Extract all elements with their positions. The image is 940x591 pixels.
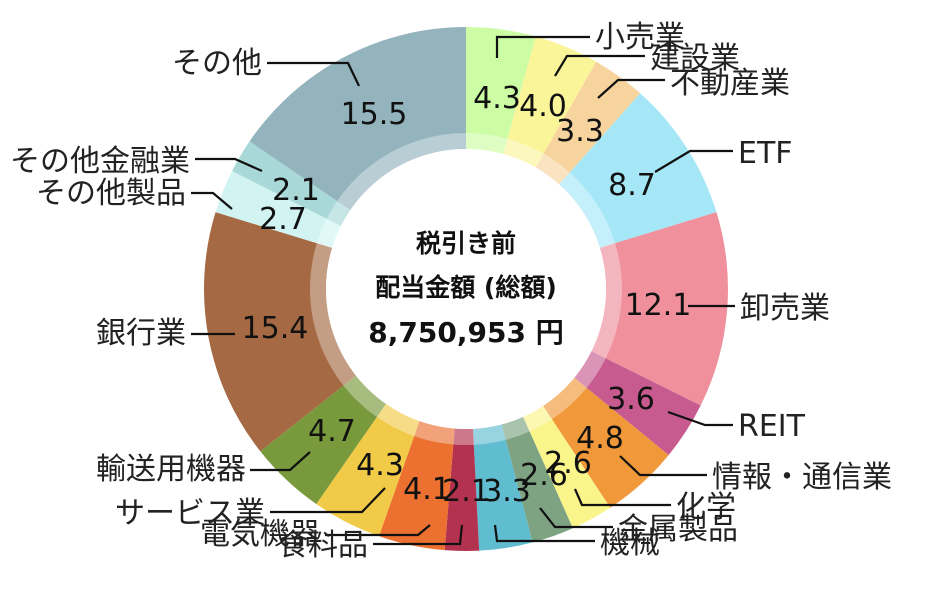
leader-line-13 bbox=[250, 451, 311, 472]
value-label-13: 4.7 bbox=[308, 414, 356, 449]
value-label-9: 3.3 bbox=[483, 474, 531, 509]
slice-1 bbox=[503, 36, 597, 168]
value-labels: 4.34.03.38.712.13.64.82.62.63.32.14.14.3… bbox=[242, 81, 692, 509]
value-label-16: 2.1 bbox=[272, 173, 320, 208]
center-total-amount: 8,750,953 円 bbox=[368, 316, 563, 349]
category-label-9: 機械 bbox=[600, 526, 660, 561]
leader-line-5 bbox=[667, 410, 733, 427]
category-label-17: その他 bbox=[172, 46, 262, 81]
leader-line-10 bbox=[373, 524, 464, 546]
leader-lines bbox=[191, 35, 735, 546]
slice-3 bbox=[559, 93, 717, 248]
slice-10 bbox=[444, 428, 480, 551]
slice-2 bbox=[535, 61, 641, 185]
slice-0 bbox=[466, 27, 536, 155]
value-label-6: 4.8 bbox=[576, 421, 624, 456]
leader-line-7 bbox=[573, 488, 671, 507]
category-label-4: 卸売業 bbox=[740, 291, 830, 326]
leader-line-3 bbox=[654, 149, 733, 173]
value-label-2: 3.3 bbox=[556, 114, 604, 149]
category-label-3: ETF bbox=[738, 136, 793, 171]
value-label-5: 3.6 bbox=[607, 382, 655, 417]
leader-line-12 bbox=[270, 487, 386, 514]
category-label-5: REIT bbox=[738, 409, 806, 444]
category-label-7: 化学 bbox=[676, 490, 736, 525]
slice-7 bbox=[523, 405, 611, 529]
value-label-7: 2.6 bbox=[544, 446, 592, 481]
slice-14 bbox=[204, 212, 357, 452]
slice-5 bbox=[574, 351, 701, 456]
slice-17 bbox=[249, 27, 466, 211]
center-title-line1: 税引き前 bbox=[416, 229, 516, 258]
category-label-6: 情報・通信業 bbox=[712, 460, 892, 495]
value-label-11: 4.1 bbox=[403, 472, 451, 507]
slice-15 bbox=[215, 171, 342, 248]
category-label-0: 小売業 bbox=[595, 20, 685, 55]
leader-line-9 bbox=[493, 524, 595, 543]
value-label-0: 4.3 bbox=[473, 81, 521, 116]
category-label-13: 輸送用機器 bbox=[96, 452, 246, 487]
leader-line-16 bbox=[195, 157, 263, 173]
category-label-1: 建設業 bbox=[650, 41, 740, 76]
value-label-12: 4.3 bbox=[356, 448, 404, 483]
category-label-8: 金属製品 bbox=[618, 512, 738, 547]
category-label-10: 食料品 bbox=[278, 528, 368, 563]
category-label-15: その他製品 bbox=[36, 176, 186, 211]
leader-line-15 bbox=[191, 191, 233, 210]
leader-line-17 bbox=[267, 61, 360, 87]
value-label-1: 4.0 bbox=[519, 89, 567, 124]
slice-16 bbox=[232, 141, 351, 226]
leader-line-8 bbox=[539, 507, 613, 529]
slice-12 bbox=[316, 403, 420, 537]
slice-8 bbox=[501, 416, 573, 543]
value-label-4: 12.1 bbox=[625, 288, 692, 323]
center-title-line2: 配当金額 (総額) bbox=[375, 273, 557, 302]
slice-6 bbox=[543, 377, 669, 508]
slice-9 bbox=[473, 424, 533, 551]
category-label-14: 銀行業 bbox=[96, 316, 186, 351]
leader-line-11 bbox=[325, 524, 431, 537]
value-label-17: 15.5 bbox=[341, 97, 408, 132]
slice-13 bbox=[260, 375, 386, 505]
leader-line-0 bbox=[495, 35, 590, 58]
value-label-14: 15.4 bbox=[242, 311, 309, 346]
leader-line-6 bbox=[619, 455, 707, 477]
value-label-3: 8.7 bbox=[608, 168, 656, 203]
value-label-15: 2.7 bbox=[259, 202, 307, 237]
donut-slices bbox=[204, 27, 728, 551]
category-label-2: 不動産業 bbox=[670, 66, 790, 101]
category-label-11: 電気機器 bbox=[200, 517, 320, 552]
value-label-8: 2.6 bbox=[520, 458, 568, 493]
leader-line-2 bbox=[597, 78, 665, 99]
category-label-16: その他金融業 bbox=[10, 144, 190, 179]
slice-11 bbox=[378, 421, 455, 551]
category-label-12: サービス業 bbox=[115, 496, 265, 531]
value-label-10: 2.1 bbox=[442, 474, 490, 509]
donut-hole bbox=[326, 149, 606, 429]
slice-4 bbox=[591, 212, 728, 406]
leader-line-1 bbox=[554, 54, 645, 77]
